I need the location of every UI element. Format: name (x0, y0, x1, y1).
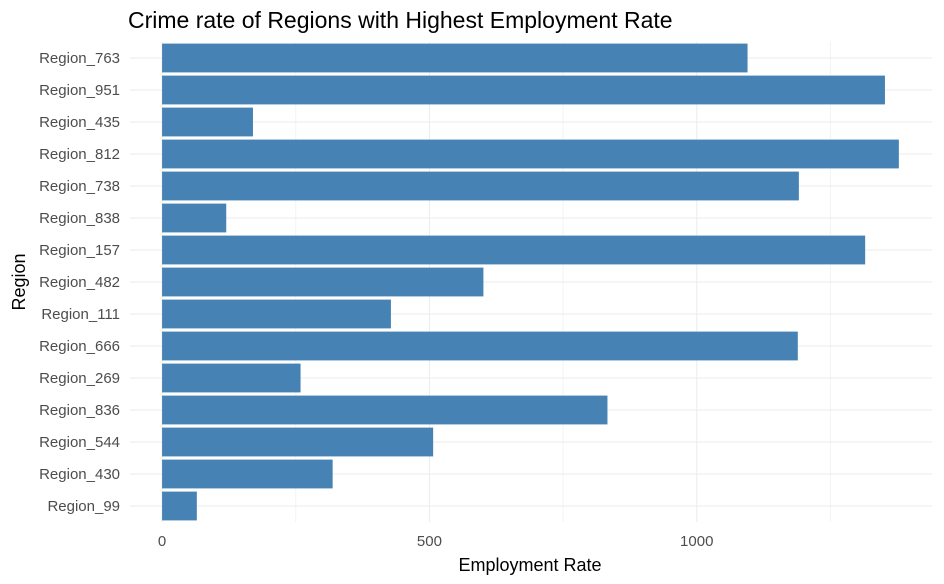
y-tick-label: Region_482 (39, 274, 120, 291)
bar-region-738 (162, 171, 799, 201)
y-tick-label: Region_430 (39, 466, 120, 483)
x-axis-title: Employment Rate (458, 555, 601, 575)
y-tick-label: Region_435 (39, 114, 120, 131)
chart-title: Crime rate of Regions with Highest Emplo… (128, 7, 673, 33)
y-tick-label: Region_99 (47, 498, 120, 515)
bar-region-838 (162, 203, 227, 233)
bar-region-666 (162, 331, 798, 361)
y-tick-label: Region_738 (39, 178, 120, 195)
y-tick-label: Region_812 (39, 146, 120, 163)
y-tick-label: Region_838 (39, 210, 120, 227)
bar-region-111 (162, 299, 391, 329)
y-tick-label: Region_836 (39, 402, 120, 419)
y-axis-title: Region (9, 253, 29, 310)
bar-region-951 (162, 75, 885, 105)
bar-region-836 (162, 395, 608, 425)
x-tick-label: 500 (417, 533, 442, 550)
x-tick-label: 0 (158, 533, 166, 550)
y-tick-label: Region_666 (39, 338, 120, 355)
bar-region-99 (162, 491, 197, 521)
x-axis-tick-labels: 0 500 1000 (158, 533, 714, 550)
bar-region-430 (162, 459, 333, 489)
y-tick-label: Region_763 (39, 50, 120, 67)
bar-region-812 (162, 139, 899, 169)
bar-region-269 (162, 363, 301, 393)
bar-region-482 (162, 267, 484, 297)
bar-region-763 (162, 43, 748, 73)
y-tick-label: Region_544 (39, 434, 120, 451)
y-tick-label: Region_157 (39, 242, 120, 259)
y-axis-tick-labels: Region_763 Region_951 Region_435 Region_812… (39, 50, 120, 515)
y-tick-label: Region_951 (39, 82, 120, 99)
x-tick-label: 1000 (680, 533, 713, 550)
y-tick-label: Region_269 (39, 370, 120, 387)
bar-region-544 (162, 427, 434, 457)
bar-region-435 (162, 107, 253, 137)
bars (162, 43, 899, 521)
bar-region-157 (162, 235, 866, 265)
y-tick-label: Region_111 (41, 306, 120, 323)
